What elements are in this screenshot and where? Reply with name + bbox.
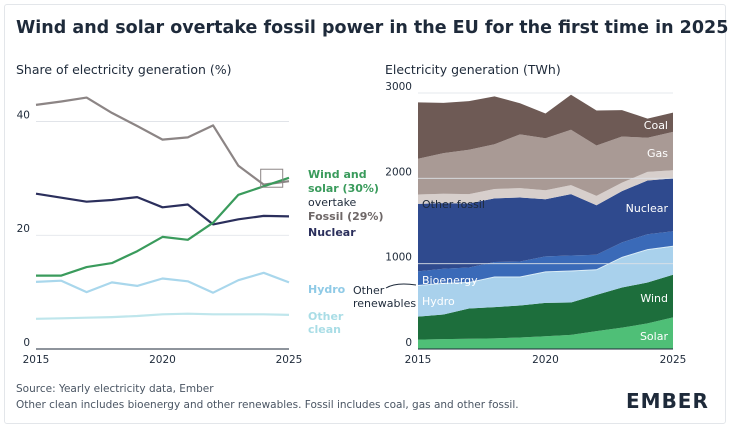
annotation-overtake: overtake: [308, 196, 357, 209]
y-tick-label: 2000: [385, 166, 412, 178]
right-chart-title: Electricity generation (TWh): [385, 62, 561, 77]
y-tick-label: 0: [405, 337, 412, 349]
label-gas: Gas: [647, 147, 668, 160]
area-gas: [418, 129, 673, 196]
series-line-2: [36, 176, 290, 277]
x-tick-label: 2025: [276, 354, 303, 366]
label-bioenergy: Bioenergy: [422, 274, 478, 287]
series-line-1: [35, 192, 290, 226]
label-other-clean-1: Other: [308, 310, 344, 323]
label-wind: Wind: [640, 292, 668, 305]
y-tick-label: 0: [23, 337, 30, 349]
crossover-box: [260, 168, 284, 188]
label-nuclear: Nuclear: [308, 226, 356, 239]
label-nuclear: Nuclear: [626, 202, 669, 215]
label-other-clean-2: clean: [308, 323, 341, 336]
area-solar: [418, 317, 673, 349]
page-title: Wind and solar overtake fossil power in …: [16, 18, 729, 38]
area-hydro: [418, 246, 673, 317]
series-line-0: [35, 96, 290, 186]
area-other-renewables: [418, 245, 673, 286]
x-tick-label: 2015: [405, 354, 432, 366]
footnote: Other clean includes bioenergy and other…: [16, 399, 519, 411]
area-coal: [418, 94, 673, 159]
area-other-fossil: [418, 170, 673, 206]
y-tick-label: 20: [17, 223, 30, 235]
annotation-wind-solar-1: Wind and: [308, 168, 367, 181]
other-renewables-pointer: [385, 283, 417, 289]
series-line-3: [35, 271, 290, 294]
annotation-fossil: Fossil (29%): [308, 210, 383, 223]
label-hydro: Hydro: [308, 283, 346, 296]
y-tick-label: 1000: [385, 252, 412, 264]
ember-logo: EMBER: [626, 389, 709, 413]
x-tick-label: 2015: [23, 354, 50, 366]
chart-card: [4, 4, 726, 424]
label-other-renewables-1: Other: [353, 284, 385, 297]
label-other-fossil: Other fossil: [422, 198, 485, 211]
label-other-renewables-2: renewables: [353, 297, 416, 310]
label-solar: Solar: [640, 330, 669, 343]
y-tick-label: 40: [17, 109, 30, 121]
annotation-wind-solar-2: solar (30%): [308, 182, 379, 195]
area-wind: [418, 274, 673, 340]
label-hydro: Hydro: [422, 295, 455, 308]
y-tick-label: 3000: [385, 81, 412, 93]
x-tick-label: 2020: [532, 354, 559, 366]
label-coal: Coal: [644, 119, 668, 132]
series-line-4: [35, 312, 290, 320]
source-note: Source: Yearly electricity data, Ember: [16, 383, 214, 395]
x-tick-label: 2020: [149, 354, 176, 366]
x-tick-label: 2025: [660, 354, 687, 366]
area-nuclear: [418, 178, 673, 272]
generation-area-chart: 0 1000 2000 3000 2015 2020 2025 Coal Gas Other fo…: [353, 81, 686, 366]
left-chart-title: Share of electricity generation (%): [16, 62, 232, 77]
area-bioenergy: [418, 231, 673, 285]
